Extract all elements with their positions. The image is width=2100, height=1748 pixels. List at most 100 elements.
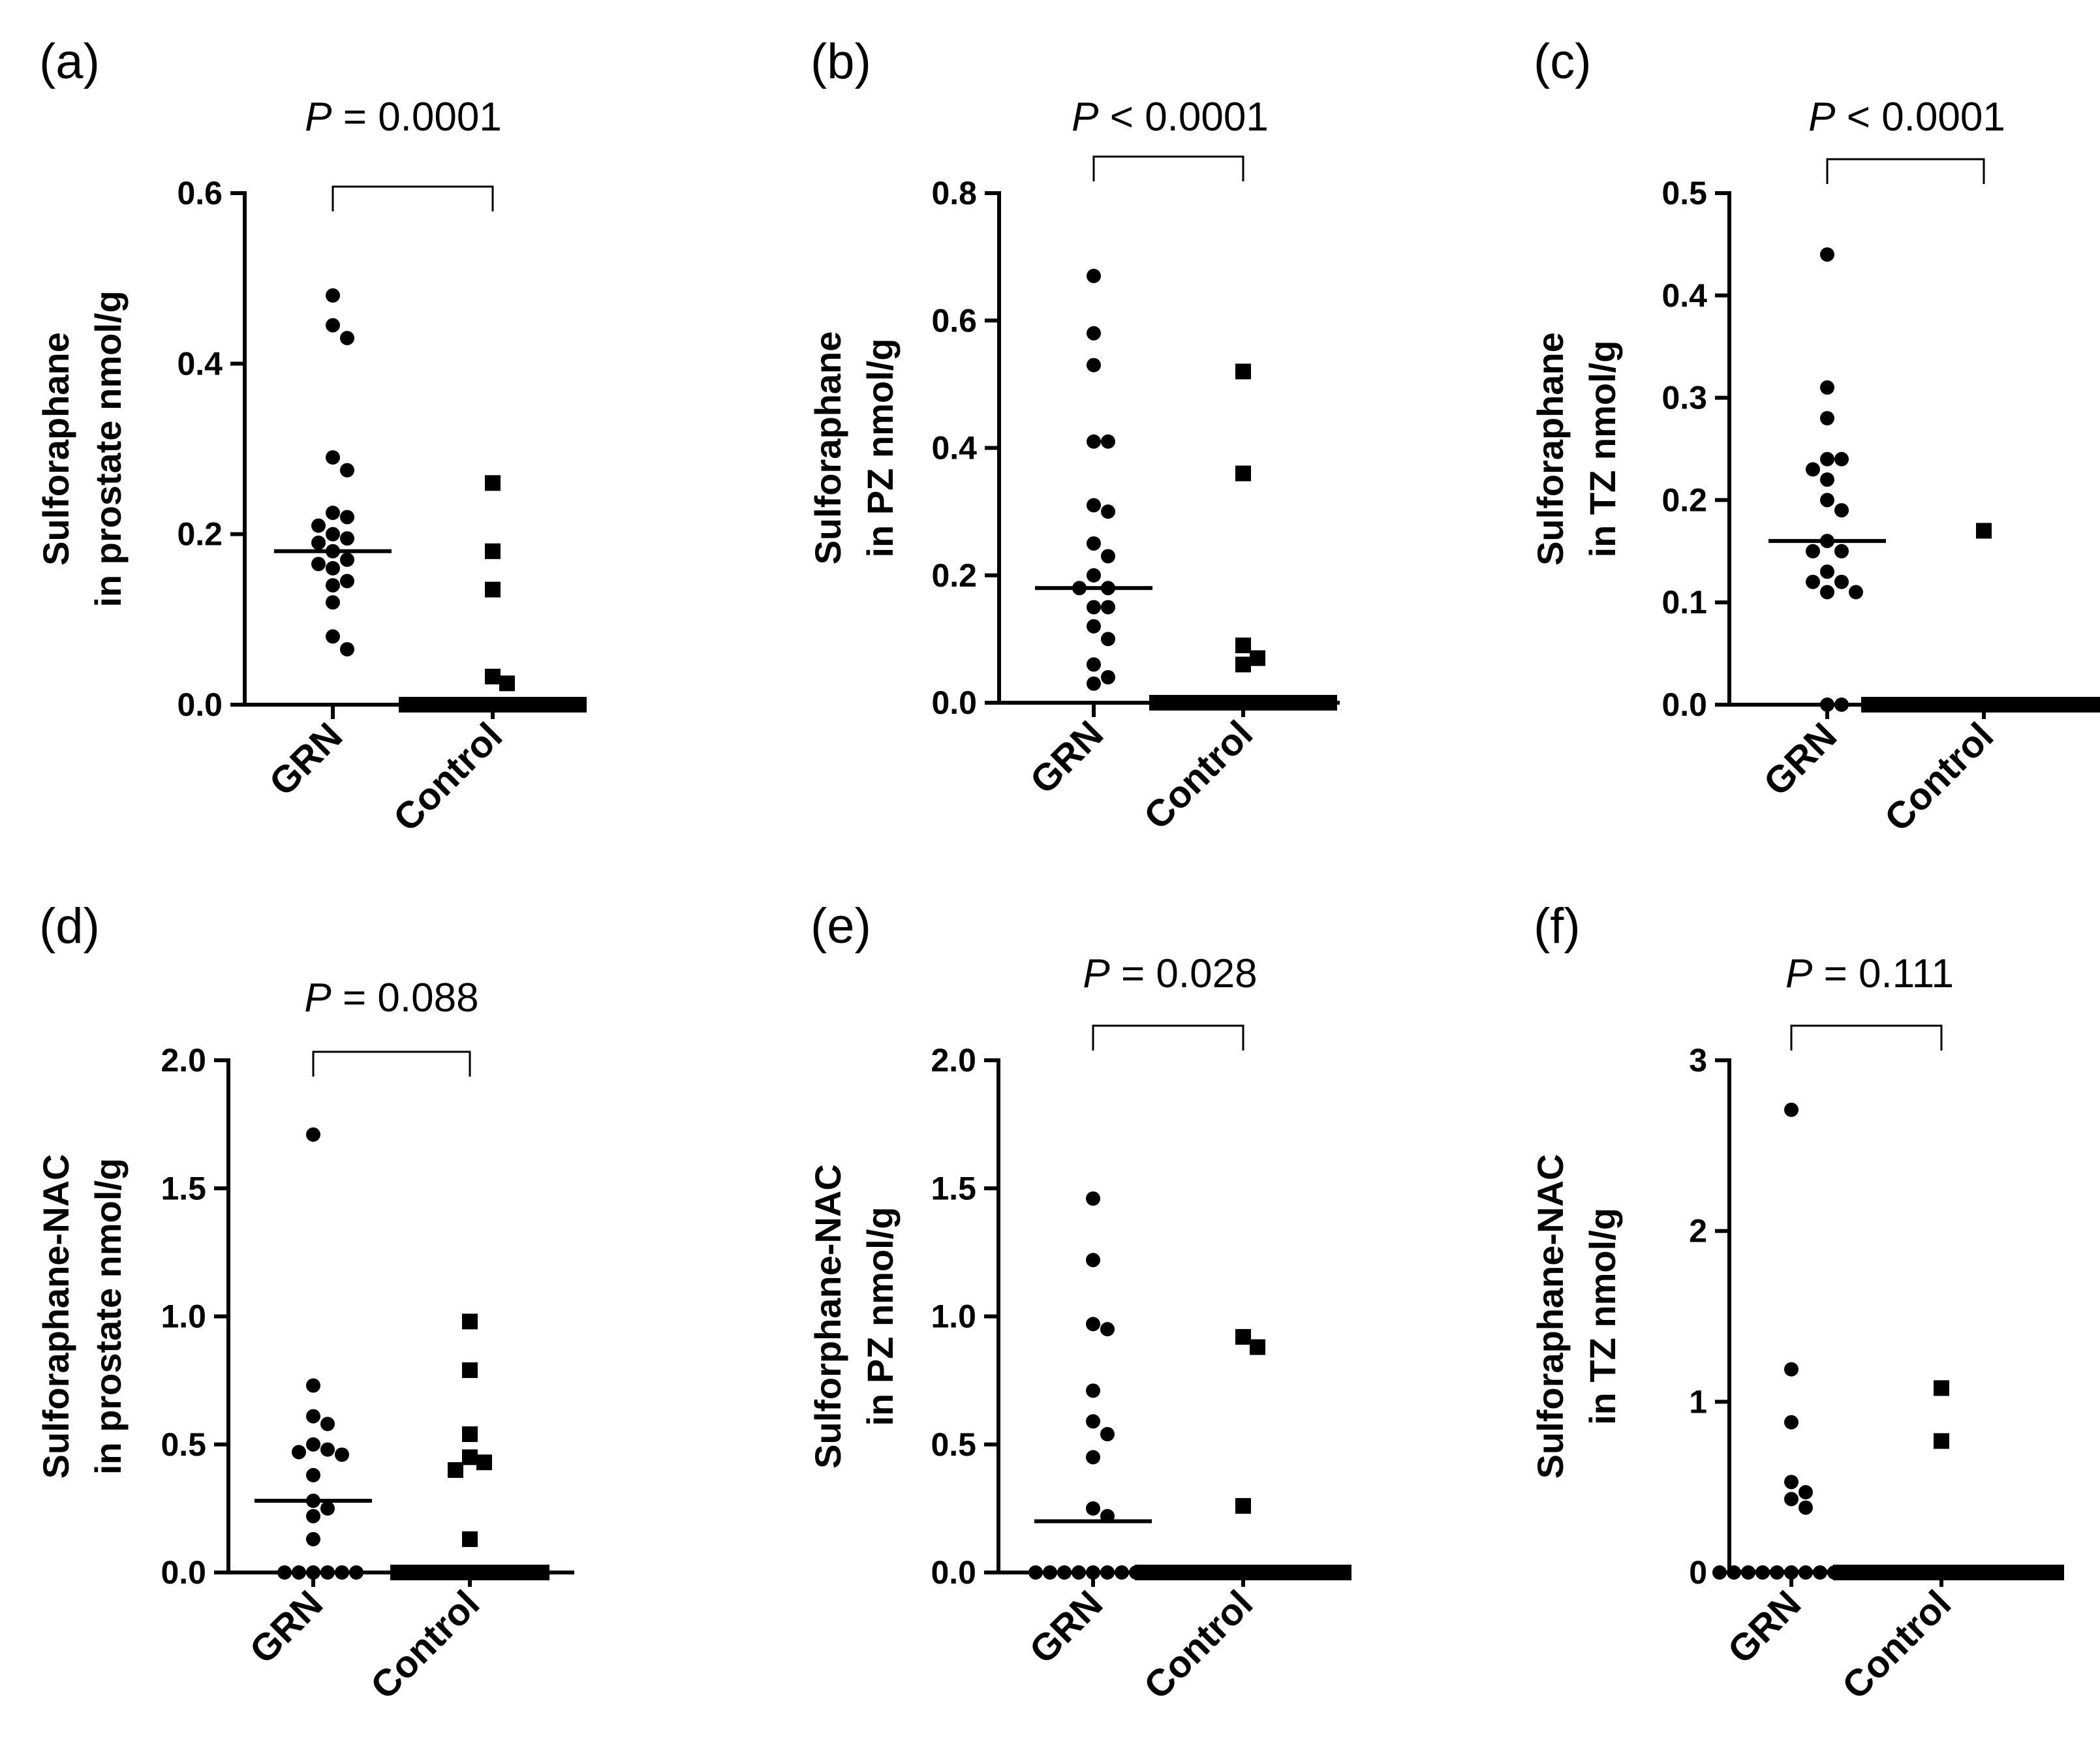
y-tick-label: 0.6 <box>931 302 977 339</box>
y-tick-label: 0.0 <box>1661 686 1707 723</box>
data-point-grn <box>1101 669 1115 684</box>
chart-panel: (e) P = 0.028 0.0 0.5 1.0 1.5 2.0 GRN Control Sul… <box>807 898 1351 1708</box>
data-point-grn <box>1057 1565 1072 1580</box>
x-category-label: Control <box>362 1582 487 1708</box>
data-point-grn <box>349 1565 363 1580</box>
data-point-grn <box>1087 619 1101 634</box>
data-point-grn <box>1834 574 1849 589</box>
data-point-grn <box>335 1447 349 1462</box>
data-point-control <box>1990 697 2006 713</box>
data-point-grn <box>1087 568 1101 583</box>
data-point-grn <box>1784 1492 1799 1507</box>
data-point-control <box>2019 697 2035 713</box>
chart-panel: (b) P < 0.0001 0.0 0.2 0.4 0.6 0.8 GRN Control Su… <box>807 34 1340 838</box>
data-point-grn <box>311 535 326 550</box>
x-category-label: Control <box>385 714 510 840</box>
data-point-grn <box>306 1467 320 1482</box>
data-point-control <box>462 1531 478 1547</box>
data-point-control <box>2077 697 2092 713</box>
data-point-grn <box>1101 434 1115 449</box>
p-value-label: P = 0.088 <box>304 975 478 1020</box>
data-point-grn <box>1712 1565 1727 1580</box>
x-category-label: GRN <box>1022 713 1111 802</box>
data-point-grn <box>1087 358 1101 373</box>
data-point-grn <box>1834 452 1849 467</box>
data-point-grn <box>1101 504 1115 519</box>
data-point-grn <box>326 527 340 542</box>
data-point-grn <box>326 595 340 610</box>
y-axis-label: Sulforaphane <box>35 332 76 566</box>
data-point-grn <box>1820 585 1834 600</box>
data-point-grn <box>340 552 354 567</box>
data-point-control <box>399 697 414 713</box>
y-tick-label: 2.0 <box>161 1042 206 1079</box>
p-value-label: P = 0.111 <box>1785 951 1954 996</box>
y-tick-label: 0.2 <box>1661 482 1707 518</box>
data-point-control <box>485 697 501 713</box>
data-point-grn <box>1087 657 1101 672</box>
data-point-grn <box>1087 434 1101 449</box>
data-point-grn <box>320 1417 335 1432</box>
data-point-control <box>485 475 501 491</box>
x-category-label: GRN <box>261 714 350 804</box>
data-point-grn <box>1101 632 1115 647</box>
data-point-grn <box>1086 1450 1100 1465</box>
y-tick-label: 1.5 <box>161 1170 206 1206</box>
data-point-grn <box>1820 247 1834 262</box>
data-point-control <box>1235 1497 1251 1514</box>
data-point-control <box>2062 697 2078 713</box>
data-point-control <box>2048 697 2063 713</box>
data-point-control <box>1250 1339 1265 1355</box>
p-value-label: P < 0.0001 <box>1808 95 2005 140</box>
y-tick-label: 2 <box>1689 1213 1707 1250</box>
x-category-label: Control <box>1834 1582 1959 1708</box>
data-point-control <box>2048 1565 2064 1580</box>
data-point-control <box>505 1565 521 1580</box>
data-point-control <box>1235 637 1251 654</box>
data-point-control <box>1890 697 1906 713</box>
data-point-grn <box>1028 1565 1043 1580</box>
data-point-control <box>1934 1380 1949 1396</box>
data-point-grn <box>311 518 326 533</box>
data-point-control <box>448 1462 463 1478</box>
y-tick-label: 0.6 <box>177 175 223 211</box>
data-point-control <box>571 697 587 713</box>
significance-bracket <box>1092 1024 1244 1050</box>
data-point-grn <box>1086 1501 1100 1516</box>
p-value-label: P < 0.0001 <box>1072 95 1269 140</box>
data-point-grn <box>306 1565 320 1580</box>
data-point-grn <box>1087 326 1101 341</box>
data-point-control <box>1307 695 1323 711</box>
data-point-control <box>1164 1565 1179 1580</box>
y-axis-label: in prostate nmol/g <box>87 290 129 607</box>
data-point-grn <box>1849 585 1863 600</box>
data-point-control <box>1862 1565 1877 1580</box>
data-point-control <box>491 1565 506 1580</box>
data-point-grn <box>1087 498 1101 513</box>
y-tick-label: 0.4 <box>177 345 223 382</box>
data-point-control <box>1904 697 1920 713</box>
y-tick-label: 1 <box>1689 1383 1707 1420</box>
data-point-control <box>462 1362 478 1378</box>
data-point-grn <box>335 1565 349 1580</box>
y-axis-label: in prostate nmol/g <box>87 1158 129 1475</box>
chart-panel: (f) P = 0.111 0 1 2 3 GRN Control Sulforaphane-N… <box>1530 898 2064 1708</box>
y-tick-label: 3 <box>1689 1042 1707 1079</box>
data-point-control <box>390 1565 406 1580</box>
y-tick-label: 2.0 <box>931 1042 976 1079</box>
data-point-control <box>448 1565 463 1580</box>
data-point-grn <box>277 1565 292 1580</box>
data-point-grn <box>1115 1565 1129 1580</box>
data-point-grn <box>340 510 354 525</box>
data-point-grn <box>1799 1485 1813 1500</box>
data-point-grn <box>1043 1565 1057 1580</box>
data-point-control <box>1336 1565 1351 1580</box>
data-point-grn <box>1820 410 1834 425</box>
x-category-label: Control <box>1135 1582 1261 1708</box>
data-point-grn <box>306 1378 320 1393</box>
data-point-grn <box>1087 536 1101 551</box>
data-point-grn <box>1784 1415 1799 1430</box>
data-point-grn <box>1100 1427 1115 1442</box>
panel-label: (c) <box>1534 34 1592 89</box>
data-point-control <box>456 697 472 713</box>
